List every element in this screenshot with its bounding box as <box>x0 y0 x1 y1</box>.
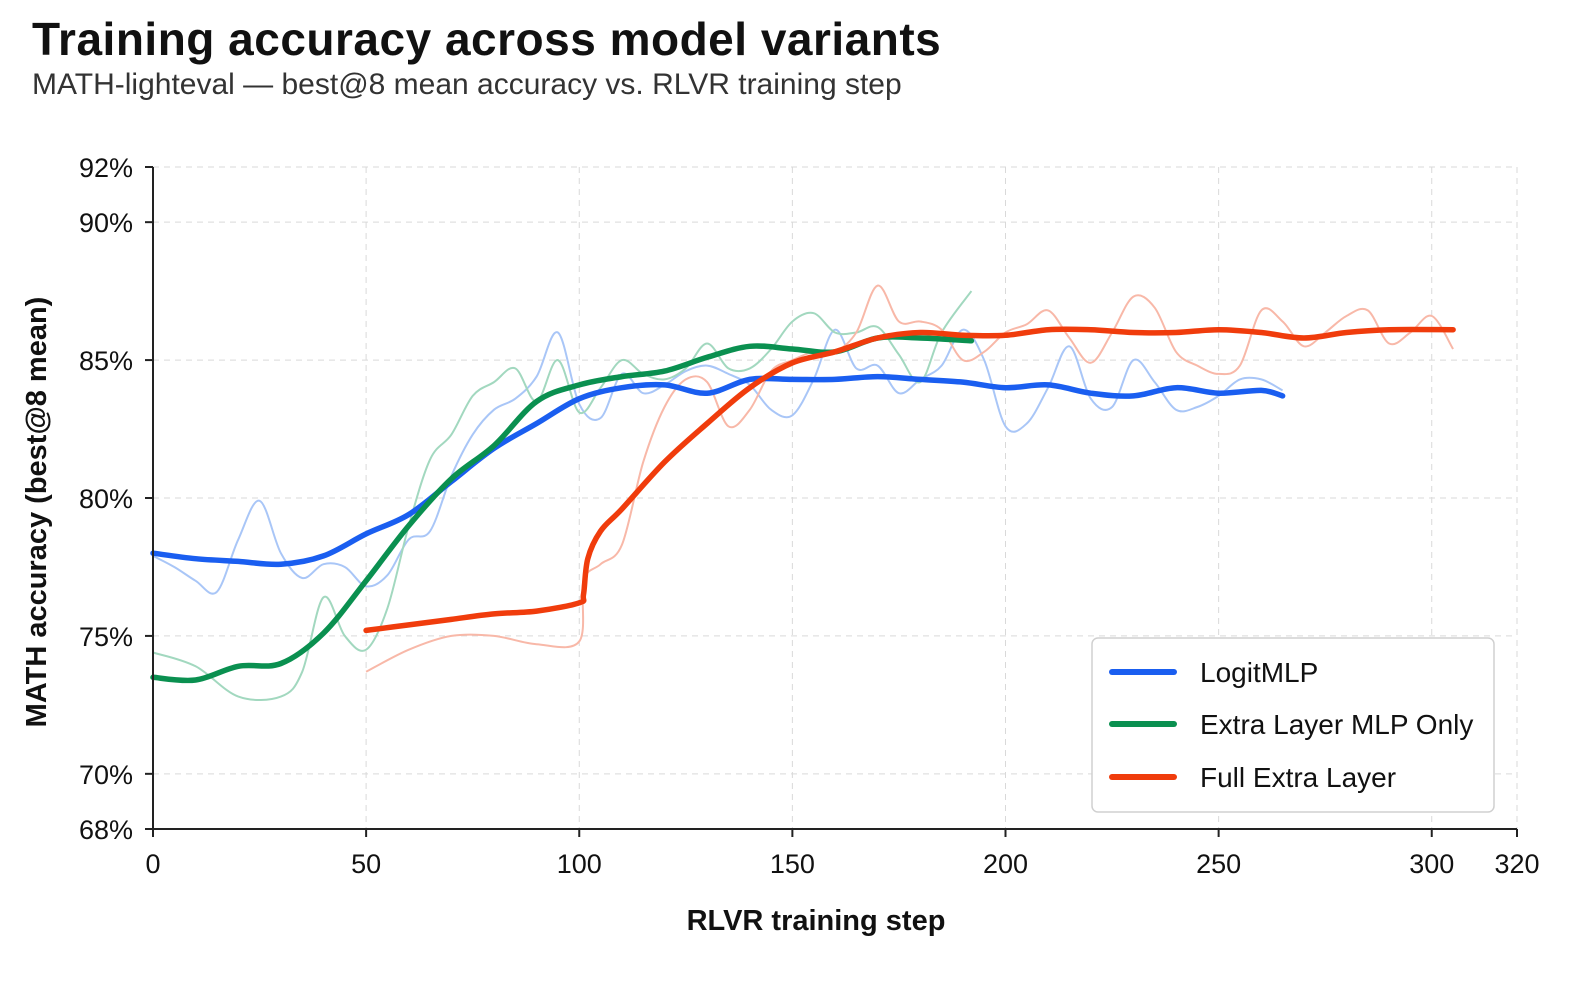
x-tick-label: 200 <box>983 849 1028 879</box>
y-tick-label: 92% <box>79 153 133 183</box>
y-tick-label: 80% <box>79 484 133 514</box>
legend-label-full-extra-layer: Full Extra Layer <box>1200 762 1396 793</box>
series-line-logitmlp <box>150 373 1286 568</box>
legend-label-logitmlp: LogitMLP <box>1200 657 1318 688</box>
y-tick-label: 90% <box>79 208 133 238</box>
legend-label-extra-layer-mlp-only: Extra Layer MLP Only <box>1200 709 1473 740</box>
y-tick-label: 85% <box>79 346 133 376</box>
x-axis-label: RLVR training step <box>687 905 946 937</box>
legend: LogitMLP Extra Layer MLP Only Full Extra… <box>1091 637 1495 813</box>
x-tick-label: 50 <box>351 849 381 879</box>
y-axis-label: MATH accuracy (best@8 mean) <box>21 297 53 728</box>
series-line-extra-layer-mlp-only <box>150 334 975 684</box>
y-tick-label: 75% <box>79 622 133 652</box>
tick-labels: 0 50 100 150 200 250 300 320 68% 70% 75% 80% 85% 90% 9… <box>79 153 1540 879</box>
x-tick-label: 100 <box>557 849 602 879</box>
x-tick-label: 250 <box>1196 849 1241 879</box>
x-tick-label: 320 <box>1494 849 1539 879</box>
series-line-full-extra-layer <box>363 326 1456 634</box>
y-tick-label: 68% <box>79 815 133 845</box>
axes <box>145 166 1518 837</box>
x-tick-label: 150 <box>770 849 815 879</box>
smoothed-series-layer <box>150 326 1456 684</box>
x-tick-label: 300 <box>1409 849 1454 879</box>
chart-subtitle: MATH-lighteval — best@8 mean accuracy vs… <box>32 68 902 101</box>
raw-line-logitmlp <box>152 328 1284 595</box>
raw-line-extra-layer-mlp-only <box>152 290 973 702</box>
y-tick-label: 70% <box>79 760 133 790</box>
chart-title: Training accuracy across model variants <box>32 13 942 65</box>
x-tick-label: 0 <box>145 849 160 879</box>
legend-box <box>1091 637 1495 813</box>
